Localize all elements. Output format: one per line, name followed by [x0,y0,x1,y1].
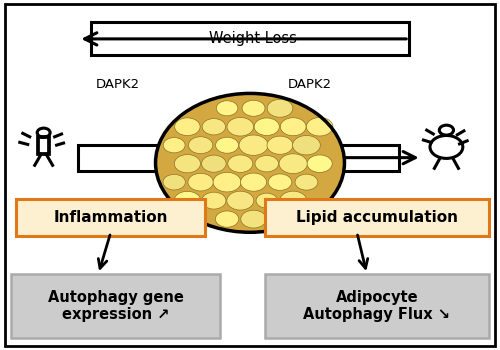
Circle shape [255,155,278,172]
Circle shape [279,154,308,174]
Circle shape [268,211,292,228]
Circle shape [202,119,226,135]
Circle shape [240,173,266,191]
Circle shape [254,118,280,135]
Circle shape [241,210,266,228]
Circle shape [216,101,238,116]
Text: DAPK2: DAPK2 [96,78,140,91]
Circle shape [188,137,213,154]
Circle shape [163,174,186,190]
Circle shape [267,136,293,154]
Circle shape [242,100,265,116]
FancyBboxPatch shape [91,22,409,55]
Circle shape [267,99,293,117]
Text: Adipocyte
Autophagy Flux ↘: Adipocyte Autophagy Flux ↘ [304,290,450,322]
Circle shape [216,137,238,153]
Circle shape [268,174,292,190]
Circle shape [228,155,253,173]
Ellipse shape [156,93,344,232]
Circle shape [227,191,254,210]
Circle shape [307,155,332,173]
FancyBboxPatch shape [78,145,198,171]
Circle shape [188,173,214,191]
Text: Autophagy gene
expression ↗: Autophagy gene expression ↗ [48,290,184,322]
Text: Lipid accumulation: Lipid accumulation [296,210,458,225]
Circle shape [292,135,320,155]
Circle shape [280,118,306,136]
Circle shape [174,155,201,173]
FancyBboxPatch shape [304,145,399,171]
Text: Inflammation: Inflammation [54,210,168,225]
Circle shape [239,135,268,155]
Circle shape [295,174,318,190]
FancyBboxPatch shape [12,274,220,338]
Circle shape [280,191,306,210]
Circle shape [216,211,238,227]
Text: DAPK2: DAPK2 [288,78,332,91]
Circle shape [227,118,254,136]
Text: Weight Loss: Weight Loss [208,32,296,47]
Circle shape [202,192,226,209]
Circle shape [256,193,278,208]
FancyBboxPatch shape [16,199,206,236]
FancyBboxPatch shape [265,199,488,236]
FancyBboxPatch shape [265,274,488,338]
Circle shape [213,173,241,192]
Circle shape [163,138,185,153]
Circle shape [202,155,226,172]
Circle shape [306,118,333,136]
Circle shape [174,191,201,210]
Circle shape [174,118,200,135]
